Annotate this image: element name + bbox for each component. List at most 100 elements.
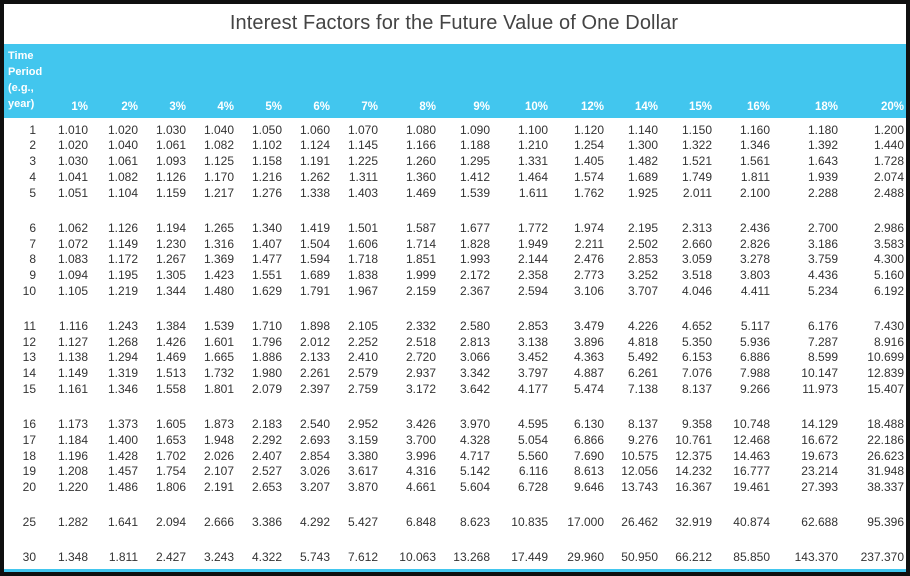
factor-cell: 1.811	[740, 170, 770, 184]
factor-cell: 1.126	[155, 170, 186, 184]
factor-cell: 1.838	[347, 268, 378, 282]
factor-cell: 4.322	[251, 550, 282, 564]
factor-cell: 66.212	[675, 550, 712, 564]
factor-cell: 1.062	[57, 221, 88, 235]
factor-cell: 1.020	[107, 123, 138, 137]
factor-cell: 1.010	[57, 123, 88, 137]
factor-cell: 1.120	[573, 123, 604, 137]
factor-cell: 1.161	[57, 382, 88, 396]
factor-cell: 5.117	[740, 319, 770, 333]
rate-column-header: 9%	[473, 101, 490, 113]
factor-cell: 1.806	[155, 480, 186, 494]
factor-cell: 2.502	[627, 237, 658, 251]
factor-cell: 2.666	[203, 515, 234, 529]
factor-cell: 4.226	[627, 319, 658, 333]
factor-cell: 1.457	[107, 464, 138, 478]
factor-cell: 1.191	[299, 154, 330, 168]
factor-cell: 1.689	[299, 268, 330, 282]
factor-cell: 1.082	[203, 138, 234, 152]
factor-cell: 1.196	[57, 449, 88, 463]
factor-cell: 3.138	[517, 335, 548, 349]
factor-cell: 10.761	[675, 433, 712, 447]
factor-cell: 1.801	[203, 382, 234, 396]
factor-cell: 1.873	[203, 417, 234, 431]
factor-cell: 1.262	[299, 170, 330, 184]
factor-cell: 2.367	[459, 284, 490, 298]
factor-cell: 2.183	[251, 417, 282, 431]
factor-cell: 1.243	[107, 319, 138, 333]
factor-cell: 6.728	[517, 480, 548, 494]
stub-header-line: (e.g.,	[8, 82, 34, 94]
factor-cell: 13.268	[453, 550, 490, 564]
factor-cell: 1.102	[251, 138, 282, 152]
factor-cell: 1.344	[155, 284, 186, 298]
period-cell: 6	[29, 221, 36, 235]
factor-cell: 3.172	[405, 382, 436, 396]
factor-cell: 1.030	[155, 123, 186, 137]
period-cell: 15	[22, 382, 36, 396]
factor-cell: 2.105	[347, 319, 378, 333]
factor-cell: 1.469	[155, 350, 186, 364]
period-cell: 9	[29, 268, 36, 282]
period-cell: 7	[29, 237, 36, 251]
factor-cell: 12.839	[867, 366, 904, 380]
factor-cell: 2.952	[347, 417, 378, 431]
period-cell: 20	[22, 480, 36, 494]
factor-cell: 6.866	[573, 433, 604, 447]
factor-cell: 1.426	[155, 335, 186, 349]
factor-cell: 3.583	[873, 237, 904, 251]
factor-cell: 2.292	[251, 433, 282, 447]
factor-cell: 2.986	[873, 221, 904, 235]
factor-cell: 10.835	[511, 515, 548, 529]
factor-cell: 1.145	[347, 138, 378, 152]
factor-cell: 1.482	[627, 154, 658, 168]
factor-cell: 1.210	[517, 138, 548, 152]
factor-cell: 3.243	[203, 550, 234, 564]
factor-cell: 1.331	[517, 154, 548, 168]
factor-cell: 1.225	[347, 154, 378, 168]
factor-cell: 14.232	[675, 464, 712, 478]
factor-cell: 1.714	[405, 237, 436, 251]
factor-cell: 1.611	[518, 186, 548, 200]
factor-cell: 1.677	[459, 221, 490, 235]
rate-column-header: 10%	[524, 101, 548, 113]
factor-cell: 15.407	[867, 382, 904, 396]
factor-cell: 5.560	[517, 449, 548, 463]
factor-cell: 1.030	[57, 154, 88, 168]
factor-cell: 6.153	[681, 350, 712, 364]
factor-cell: 2.261	[299, 366, 330, 380]
factor-cell: 1.369	[203, 252, 234, 266]
period-cell: 11	[23, 319, 36, 333]
factor-cell: 1.173	[57, 417, 88, 431]
factor-cell: 3.386	[251, 515, 282, 529]
period-cell: 12	[22, 335, 36, 349]
factor-cell: 1.159	[155, 186, 186, 200]
period-cell: 13	[22, 350, 36, 364]
factor-cell: 6.886	[739, 350, 770, 364]
factor-cell: 1.539	[459, 186, 490, 200]
factor-cell: 22.186	[867, 433, 904, 447]
factor-cell: 2.693	[299, 433, 330, 447]
factor-cell: 8.137	[681, 382, 712, 396]
period-cell: 30	[22, 550, 36, 564]
factor-cell: 2.211	[574, 237, 604, 251]
factor-cell: 1.061	[155, 138, 186, 152]
factor-cell: 10.575	[621, 449, 658, 463]
factor-cell: 1.749	[681, 170, 712, 184]
factor-cell: 2.436	[739, 221, 770, 235]
factor-cell: 1.718	[347, 252, 378, 266]
factor-cell: 2.854	[299, 449, 330, 463]
factor-cell: 7.138	[627, 382, 658, 396]
factor-cell: 2.580	[459, 319, 490, 333]
table-title: Interest Factors for the Future Value of…	[229, 12, 679, 34]
factor-cell: 4.818	[627, 335, 658, 349]
factor-cell: 2.773	[573, 268, 604, 282]
factor-cell: 1.754	[155, 464, 186, 478]
factor-cell: 1.200	[873, 123, 904, 137]
factor-cell: 95.396	[867, 515, 904, 529]
factor-cell: 1.311	[348, 170, 378, 184]
factor-cell: 1.974	[573, 221, 604, 235]
factor-cell: 1.305	[155, 268, 186, 282]
factor-cell: 1.710	[251, 319, 282, 333]
factor-cell: 4.300	[873, 252, 904, 266]
